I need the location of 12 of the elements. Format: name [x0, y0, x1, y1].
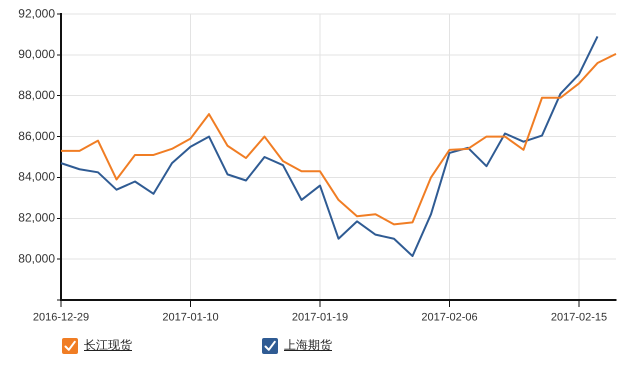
x-tick-label: 2017-02-06	[421, 312, 478, 324]
x-tick-label: 2017-02-15	[550, 312, 608, 324]
x-tick-label: 2017-01-19	[292, 312, 348, 324]
y-tick-label: 92,000	[18, 6, 56, 20]
y-tick-label: 90,000	[18, 47, 56, 62]
y-tick-label: 80,000	[18, 251, 56, 266]
y-tick-label: 84,000	[18, 170, 56, 184]
y-tick-label: 88,000	[18, 88, 56, 102]
x-tick-label: 2016-12-29	[32, 312, 90, 324]
y-tick-label: 86,000	[18, 128, 56, 143]
x-tick-label: 2017-01-10	[162, 312, 219, 324]
y-tick-label: 82,000	[18, 210, 56, 225]
